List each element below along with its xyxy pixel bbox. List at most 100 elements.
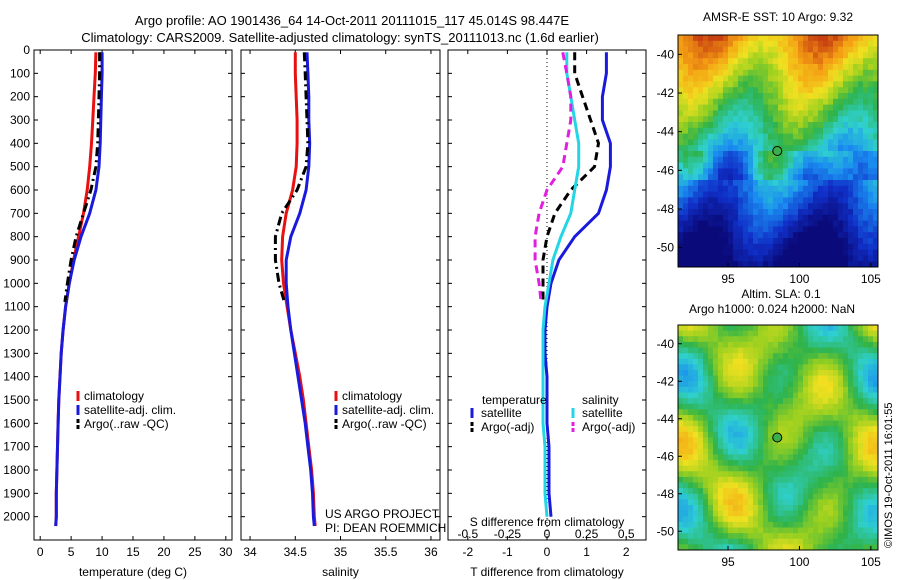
map-cell (833, 431, 839, 439)
map-cell (763, 255, 769, 262)
map-cell (788, 35, 794, 42)
map-cell (843, 139, 849, 146)
map-cell (763, 145, 769, 152)
y-tick-label: 1800 (3, 463, 30, 477)
map-cell (678, 392, 684, 399)
map-cell (843, 98, 849, 106)
map-cell (863, 386, 869, 394)
map-cell (868, 403, 874, 410)
map-cell (713, 58, 719, 65)
map-cell (728, 180, 734, 187)
map-cell (693, 460, 699, 467)
map-cell (683, 493, 689, 500)
map-cell (808, 232, 814, 239)
map-cell (828, 516, 834, 523)
map-cell (758, 505, 764, 512)
map-cell (793, 75, 799, 82)
map-cell (723, 104, 729, 111)
map-cell (718, 226, 724, 233)
map-cell (678, 488, 684, 495)
map-cell (828, 448, 834, 455)
map-cell (723, 98, 729, 106)
map-cell (853, 521, 859, 529)
map-cell (733, 358, 739, 365)
map-cell (818, 516, 824, 523)
map-cell (788, 261, 794, 268)
map-cell (808, 243, 814, 251)
map-cell (723, 93, 729, 100)
map-cell (798, 341, 804, 349)
map-cell (828, 156, 834, 164)
map-cell (733, 209, 739, 216)
map-cell (753, 353, 759, 360)
map-cell (733, 133, 739, 140)
map-cell (728, 261, 734, 268)
map-cell (708, 403, 714, 410)
map-cell (748, 122, 754, 129)
map-cell (743, 499, 749, 506)
map-cell (763, 156, 769, 164)
map-x-tick-label: 100 (789, 272, 809, 286)
map-cell (808, 122, 814, 129)
map-cell (848, 93, 854, 100)
map-cell (773, 448, 779, 455)
map-cell (738, 431, 744, 439)
map-cell (688, 358, 694, 365)
map-cell (683, 448, 689, 455)
map-cell (718, 87, 724, 94)
map-cell (678, 197, 684, 204)
map-cell (833, 381, 839, 388)
map-cell (713, 110, 719, 117)
x-tick-label: 5 (68, 545, 75, 559)
map-cell (728, 98, 734, 106)
map-cell (843, 185, 849, 193)
map-cell (863, 375, 869, 382)
map-cell (738, 325, 744, 332)
map-cell (828, 325, 834, 332)
map-cell (688, 133, 694, 140)
map-cell (678, 443, 684, 450)
map-cell (813, 353, 819, 360)
map-cell (738, 443, 744, 450)
map-cell (753, 448, 759, 455)
map-cell (838, 544, 844, 551)
map-cell (873, 516, 879, 523)
map-cell (783, 249, 789, 256)
map-cell (828, 58, 834, 65)
map-cell (708, 145, 714, 152)
map-cell (843, 209, 849, 216)
map-cell (808, 127, 814, 135)
map-cell (693, 162, 699, 169)
map-cell (873, 521, 879, 529)
map-cell (843, 174, 849, 181)
map-cell (678, 426, 684, 433)
map-cell (688, 46, 694, 53)
map-cell (873, 460, 879, 467)
map-cell (783, 353, 789, 360)
map-cell (703, 325, 709, 332)
map-cell (778, 381, 784, 388)
map-cell (758, 386, 764, 394)
map-cell (698, 499, 704, 506)
map-cell (798, 249, 804, 256)
map-cell (868, 35, 874, 42)
map-cell (863, 191, 869, 198)
map-cell (758, 151, 764, 158)
map-cell (703, 398, 709, 405)
map-cell (833, 69, 839, 77)
map-cell (788, 460, 794, 467)
map-cell (783, 527, 789, 534)
map-cell (868, 174, 874, 181)
map-cell (703, 516, 709, 523)
map-cell (678, 454, 684, 461)
map-cell (683, 381, 689, 388)
map-cell (708, 180, 714, 187)
map-cell (688, 426, 694, 433)
map-cell (853, 460, 859, 467)
map-cell (823, 255, 829, 262)
map-cell (793, 168, 799, 175)
map-cell (693, 420, 699, 427)
map-cell (698, 110, 704, 117)
map-cell (798, 465, 804, 472)
